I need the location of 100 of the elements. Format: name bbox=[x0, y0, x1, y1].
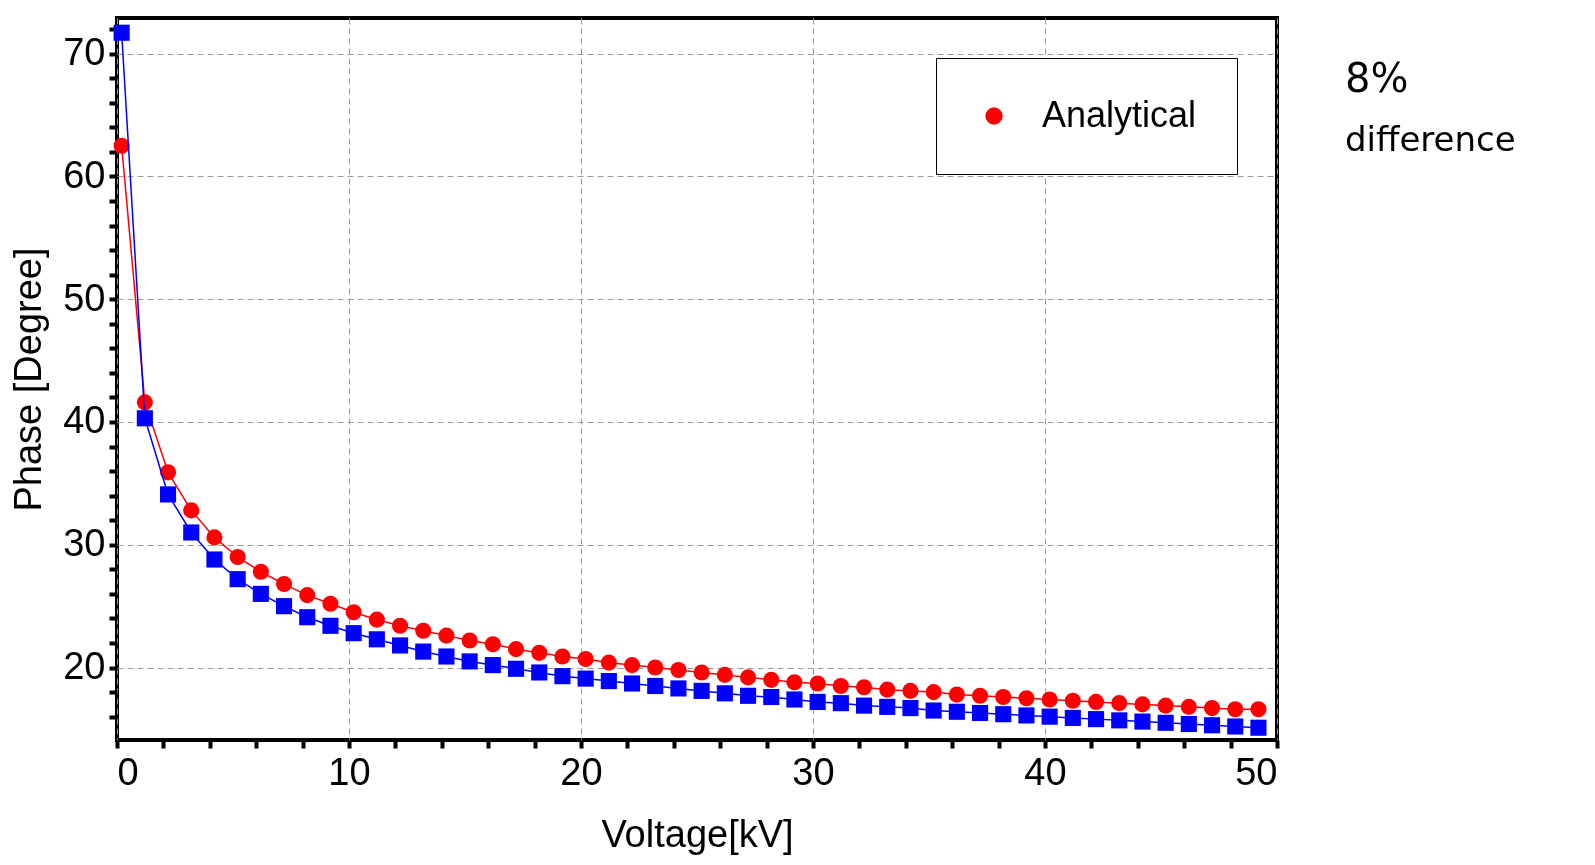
point bbox=[415, 643, 432, 660]
point bbox=[252, 585, 269, 602]
point bbox=[322, 595, 339, 612]
point bbox=[368, 631, 385, 648]
point bbox=[879, 681, 896, 698]
point bbox=[902, 682, 919, 699]
x-tick-label: 20 bbox=[560, 750, 603, 793]
point bbox=[1064, 692, 1081, 709]
point bbox=[275, 598, 293, 615]
point bbox=[299, 609, 316, 626]
point bbox=[925, 684, 942, 701]
point bbox=[531, 664, 548, 681]
point bbox=[507, 660, 525, 677]
point bbox=[183, 502, 200, 519]
point bbox=[299, 587, 316, 604]
point bbox=[1134, 696, 1151, 713]
point bbox=[484, 657, 501, 674]
point bbox=[206, 551, 223, 568]
point bbox=[879, 698, 896, 715]
point bbox=[159, 464, 177, 481]
point bbox=[1227, 701, 1244, 718]
point bbox=[1018, 690, 1035, 707]
point bbox=[252, 563, 269, 580]
point bbox=[461, 653, 478, 670]
point bbox=[948, 686, 965, 703]
point bbox=[995, 688, 1012, 706]
x-axis-title: Voltage[kV] bbox=[601, 812, 794, 855]
y-tick-label: 50 bbox=[63, 276, 106, 319]
point bbox=[1157, 697, 1174, 714]
point bbox=[1180, 715, 1197, 733]
point bbox=[809, 693, 826, 710]
x-tick-label: 30 bbox=[792, 750, 835, 793]
y-tick-label: 20 bbox=[63, 645, 106, 688]
point bbox=[1041, 691, 1058, 708]
text: 8% bbox=[1345, 55, 1410, 101]
point bbox=[1087, 693, 1105, 710]
point bbox=[832, 695, 849, 712]
point bbox=[623, 675, 641, 692]
point bbox=[1041, 708, 1058, 725]
point bbox=[600, 673, 617, 690]
point bbox=[484, 636, 501, 653]
point bbox=[391, 617, 409, 634]
point bbox=[206, 529, 223, 546]
point bbox=[902, 700, 919, 717]
point bbox=[739, 687, 757, 704]
point bbox=[554, 668, 571, 685]
point bbox=[1087, 711, 1105, 728]
legend-label: Analytical bbox=[1042, 94, 1197, 135]
point bbox=[275, 576, 293, 593]
point bbox=[1064, 709, 1081, 726]
point bbox=[531, 644, 548, 661]
point bbox=[855, 697, 873, 714]
point bbox=[113, 137, 130, 154]
point bbox=[716, 666, 733, 683]
point bbox=[1111, 712, 1128, 729]
point bbox=[554, 648, 571, 665]
point bbox=[786, 674, 803, 691]
point bbox=[670, 661, 687, 679]
x-tick-label: 50 bbox=[1235, 750, 1278, 793]
point bbox=[322, 617, 339, 634]
point bbox=[670, 680, 687, 697]
point bbox=[763, 671, 780, 688]
point bbox=[577, 650, 594, 668]
point bbox=[1134, 713, 1151, 730]
point bbox=[345, 604, 362, 621]
point bbox=[809, 675, 826, 692]
point bbox=[693, 682, 710, 699]
point bbox=[183, 524, 200, 541]
point bbox=[971, 687, 989, 704]
point bbox=[855, 679, 873, 696]
point bbox=[739, 669, 757, 686]
point bbox=[415, 622, 432, 639]
point bbox=[438, 627, 455, 644]
point bbox=[623, 657, 641, 674]
point bbox=[113, 24, 130, 41]
y-tick-label: 60 bbox=[63, 153, 106, 196]
point bbox=[1203, 717, 1221, 734]
point bbox=[1018, 707, 1035, 724]
y-tick-label: 70 bbox=[63, 31, 106, 74]
point bbox=[647, 677, 664, 695]
point bbox=[1203, 700, 1221, 717]
point bbox=[438, 648, 455, 665]
point bbox=[1111, 695, 1128, 712]
point bbox=[600, 654, 617, 671]
point bbox=[136, 410, 153, 427]
x-tick-label: 10 bbox=[328, 750, 371, 793]
point bbox=[368, 611, 385, 628]
point bbox=[971, 704, 989, 722]
point bbox=[647, 659, 664, 676]
point bbox=[693, 664, 710, 681]
point bbox=[229, 571, 246, 588]
point bbox=[716, 685, 733, 702]
point bbox=[1250, 719, 1267, 736]
point bbox=[786, 691, 803, 708]
point bbox=[229, 549, 246, 566]
point bbox=[832, 677, 849, 695]
point bbox=[925, 702, 942, 719]
point bbox=[995, 706, 1012, 723]
point bbox=[1227, 718, 1244, 735]
point bbox=[948, 703, 965, 720]
